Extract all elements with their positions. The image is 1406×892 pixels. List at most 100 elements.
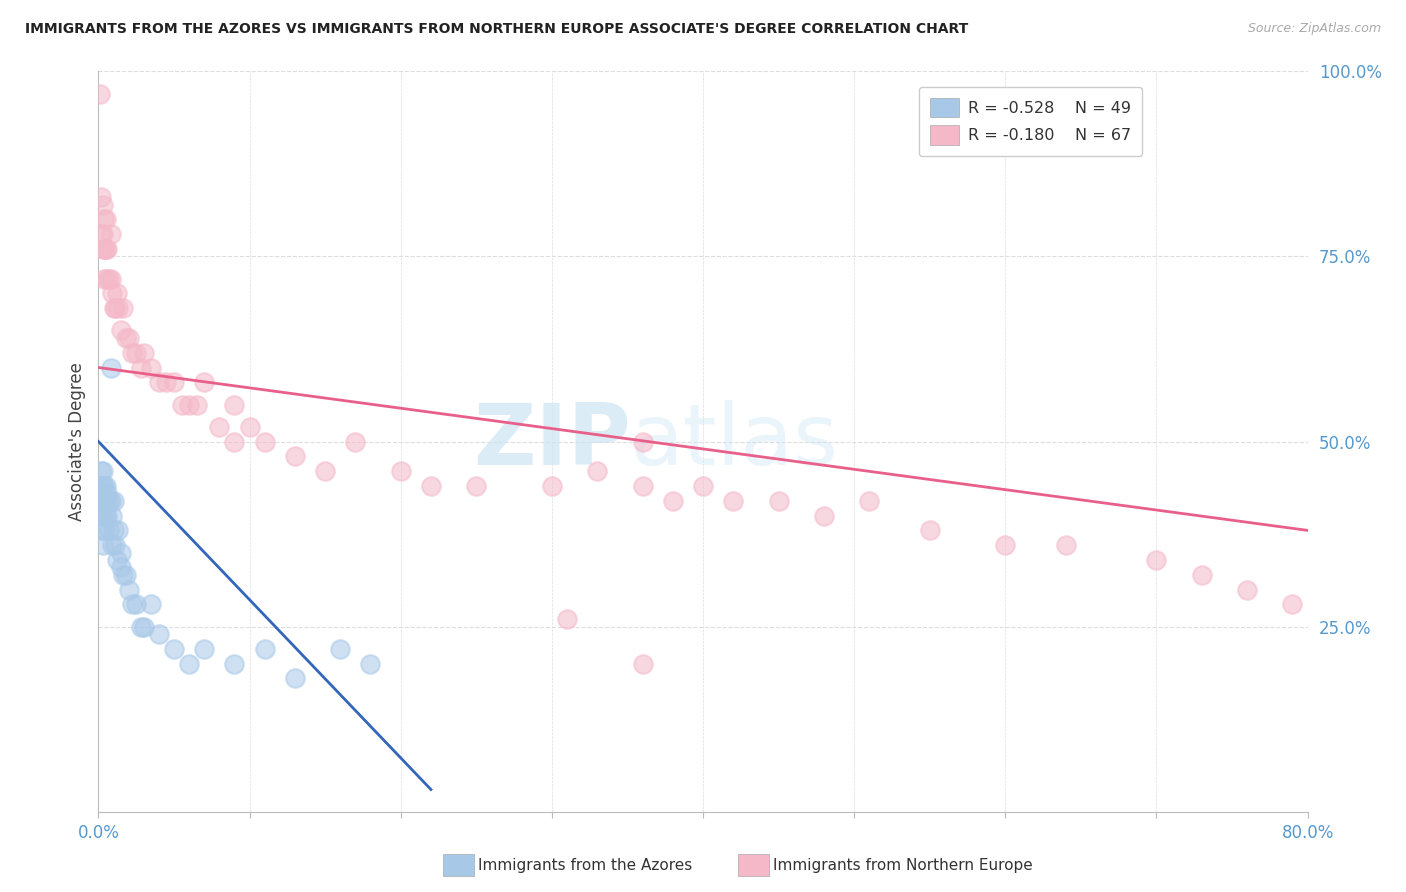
Point [94,242,117,256]
Point [253,641,276,656]
Point [1236,582,1258,597]
Point [93,242,115,256]
Legend: R = -0.528    N = 49, R = -0.180    N = 67: R = -0.528 N = 49, R = -0.180 N = 67 [918,87,1143,156]
Point [118,582,141,597]
Point [90,190,112,204]
Point [98,271,121,285]
Point [170,398,193,412]
Point [1281,598,1303,612]
Point [104,538,127,552]
Point [631,479,654,493]
Point [91,479,114,493]
Point [148,376,170,390]
Point [101,538,124,552]
Point [103,301,125,316]
Point [284,672,307,686]
Point [91,538,114,552]
Point [91,227,114,242]
Point [224,398,246,412]
Point [93,524,115,538]
Point [111,301,134,316]
Point [155,376,177,390]
Point [91,464,114,478]
Point [179,657,201,671]
Point [100,271,122,285]
Point [586,464,609,478]
Point [91,197,114,211]
Point [555,612,578,626]
Point [91,242,114,256]
Point [96,242,118,256]
Point [91,493,114,508]
Point [89,486,111,500]
Point [90,227,112,242]
Point [114,331,136,345]
Point [141,598,163,612]
Point [344,434,367,449]
Point [100,493,122,508]
Point [129,360,152,375]
Point [768,493,790,508]
Point [186,398,208,412]
Point [90,493,112,508]
Point [239,419,262,434]
Point [121,345,143,359]
Point [110,324,132,338]
Point [179,398,201,412]
Point [129,619,152,633]
Point [93,479,115,493]
Point [813,508,835,523]
Point [107,301,129,316]
Point [163,641,186,656]
Point [148,627,170,641]
Point [141,360,163,375]
Point [94,508,117,523]
Point [631,657,654,671]
Point [918,524,941,538]
Point [1054,538,1077,552]
Point [692,479,714,493]
Point [101,286,124,301]
Point [93,493,115,508]
Point [90,464,112,478]
Point [89,87,111,101]
Point [723,493,745,508]
Point [94,479,117,493]
Point [98,493,121,508]
Point [111,567,134,582]
Point [91,508,114,523]
Point [389,464,412,478]
Text: atlas: atlas [630,400,838,483]
Text: ZIP: ZIP [472,400,630,483]
Text: Source: ZipAtlas.com: Source: ZipAtlas.com [1247,22,1381,36]
Point [224,434,246,449]
Point [253,434,276,449]
Point [329,641,352,656]
Point [93,271,115,285]
Point [661,493,683,508]
Point [100,360,122,375]
Point [96,508,118,523]
Point [96,486,118,500]
Point [101,508,124,523]
Point [208,419,231,434]
Point [94,212,117,227]
Point [465,479,488,493]
Text: Immigrants from the Azores: Immigrants from the Azores [478,858,692,872]
Point [224,657,246,671]
Point [93,212,115,227]
Point [90,524,112,538]
Point [193,376,215,390]
Point [94,493,117,508]
Point [121,598,143,612]
Point [103,493,125,508]
Point [420,479,443,493]
Point [105,286,128,301]
Point [103,524,125,538]
Point [132,619,155,633]
Point [118,331,141,345]
Point [540,479,562,493]
Point [163,376,186,390]
Point [125,598,148,612]
Point [114,567,136,582]
